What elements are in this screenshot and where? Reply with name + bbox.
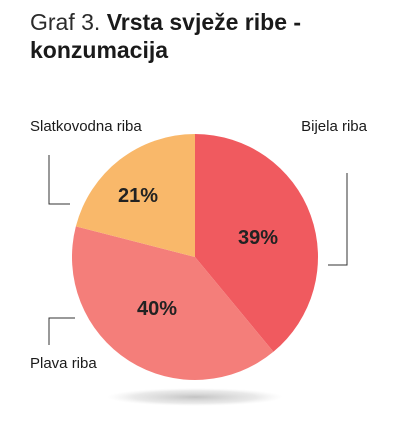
category-label-bijela: Bijela riba [301,118,368,135]
chart-title-main: Vrsta svježe ribe - konzumacija [30,9,302,63]
slice-label-plava: 40% [137,298,177,320]
chart-title: Graf 3. Vrsta svježe ribe - konzumacija [30,8,390,64]
category-label-slatkovodna: Slatkovodna riba [30,118,142,135]
category-label-plava: Plava riba [30,355,97,372]
leader-line-slatkovodna [48,155,70,205]
slice-slatkovodna [75,133,195,257]
slice-label-bijela: 39% [238,227,278,249]
chart-title-prefix: Graf 3. [30,9,101,35]
pie-shadow [107,388,283,406]
leader-line-bijela [328,173,348,266]
leader-line-plava [48,317,75,345]
slice-label-slatkovodna: 21% [118,185,158,207]
slice-plava [71,226,274,380]
pie-slices [71,133,318,380]
slice-bijela [195,134,318,352]
